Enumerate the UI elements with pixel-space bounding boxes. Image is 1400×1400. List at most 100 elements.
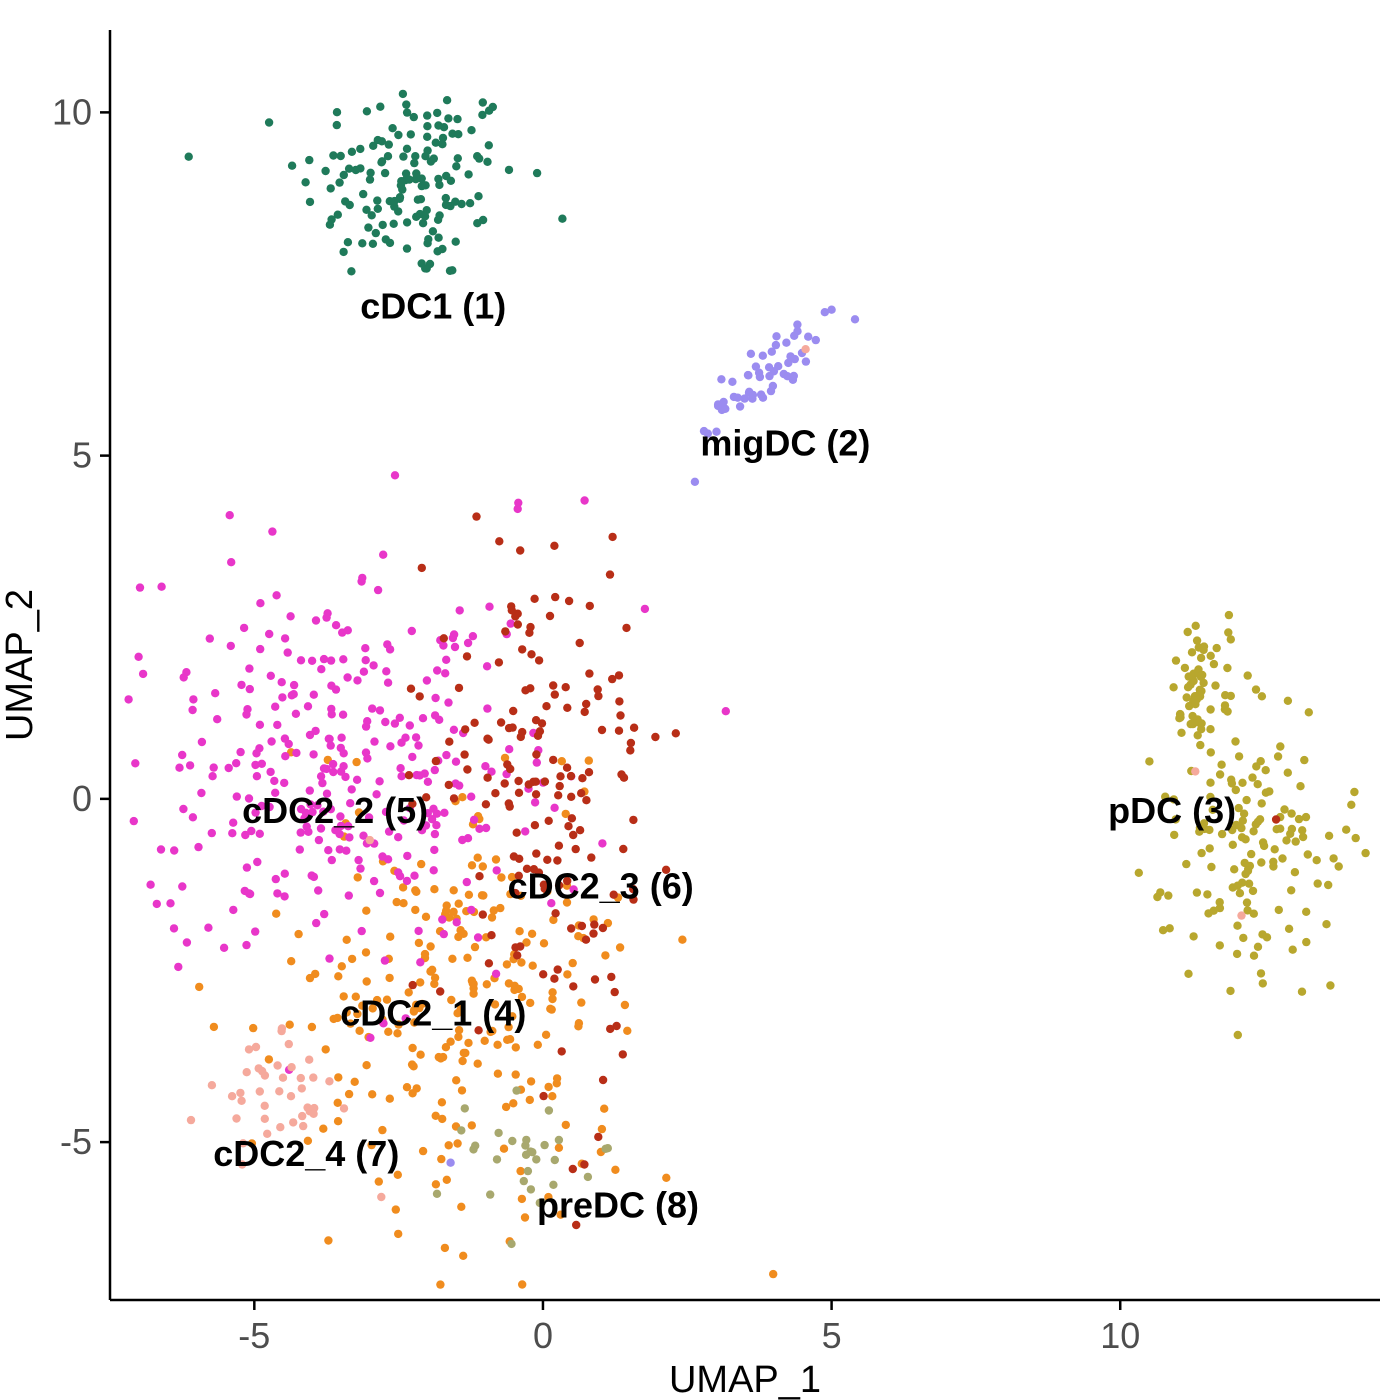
point-cluster-5 bbox=[641, 605, 649, 613]
point-cluster-4 bbox=[294, 930, 302, 938]
umap-scatter-chart: -50510-50510UMAP_1UMAP_2cDC1 (1)migDC (2… bbox=[0, 0, 1400, 1400]
point-cluster-4 bbox=[338, 962, 346, 970]
point-cluster-6 bbox=[539, 970, 547, 978]
point-cluster-3 bbox=[1169, 683, 1177, 691]
point-cluster-1 bbox=[452, 238, 460, 246]
point-cluster-4 bbox=[458, 1057, 466, 1065]
point-cluster-3 bbox=[1182, 860, 1190, 868]
point-cluster-2 bbox=[768, 348, 776, 356]
point-cluster-6 bbox=[515, 789, 523, 797]
point-cluster-6 bbox=[485, 959, 493, 967]
point-cluster-3 bbox=[1276, 742, 1284, 750]
point-cluster-4 bbox=[621, 1001, 629, 1009]
point-cluster-6 bbox=[479, 910, 487, 918]
point-cluster-4 bbox=[479, 891, 487, 899]
point-cluster-4 bbox=[516, 1167, 524, 1175]
point-cluster-3 bbox=[1216, 770, 1224, 778]
point-cluster-6 bbox=[463, 652, 471, 660]
point-cluster-6 bbox=[495, 658, 503, 666]
point-cluster-1 bbox=[358, 239, 366, 247]
point-cluster-5 bbox=[186, 761, 194, 769]
point-cluster-3 bbox=[1238, 879, 1246, 887]
point-cluster-7 bbox=[243, 1068, 251, 1076]
point-cluster-1 bbox=[423, 111, 431, 119]
point-cluster-5 bbox=[464, 639, 472, 647]
point-cluster-3 bbox=[1280, 805, 1288, 813]
point-cluster-2 bbox=[721, 405, 729, 413]
point-cluster-6 bbox=[572, 845, 580, 853]
point-cluster-4 bbox=[426, 942, 434, 950]
point-cluster-4 bbox=[348, 955, 356, 963]
point-cluster-1 bbox=[417, 195, 425, 203]
point-cluster-1 bbox=[301, 178, 309, 186]
point-cluster-7 bbox=[297, 1074, 305, 1082]
point-cluster-5 bbox=[157, 845, 165, 853]
point-cluster-6 bbox=[626, 746, 634, 754]
point-cluster-6 bbox=[611, 988, 619, 996]
point-cluster-5 bbox=[416, 958, 424, 966]
point-cluster-5 bbox=[375, 777, 383, 785]
point-cluster-6 bbox=[546, 612, 554, 620]
point-cluster-3 bbox=[1164, 891, 1172, 899]
point-cluster-3 bbox=[1197, 849, 1205, 857]
point-cluster-5 bbox=[280, 892, 288, 900]
cluster-label-6: cDC2_3 (6) bbox=[508, 865, 694, 906]
point-cluster-8 bbox=[493, 1155, 501, 1163]
point-extra bbox=[1237, 911, 1245, 919]
point-cluster-3 bbox=[1278, 854, 1286, 862]
point-cluster-5 bbox=[325, 954, 333, 962]
point-cluster-4 bbox=[542, 1031, 550, 1039]
point-cluster-3 bbox=[1274, 752, 1282, 760]
point-cluster-6 bbox=[527, 650, 535, 658]
point-cluster-1 bbox=[374, 205, 382, 213]
point-cluster-1 bbox=[329, 151, 337, 159]
point-cluster-7 bbox=[289, 1118, 297, 1126]
point-cluster-5 bbox=[280, 779, 288, 787]
point-cluster-3 bbox=[1285, 925, 1293, 933]
point-cluster-5 bbox=[408, 627, 416, 635]
point-cluster-6 bbox=[594, 692, 602, 700]
point-cluster-5 bbox=[419, 714, 427, 722]
point-cluster-4 bbox=[403, 1083, 411, 1091]
point-cluster-4 bbox=[600, 1105, 608, 1113]
point-cluster-5 bbox=[124, 695, 132, 703]
point-cluster-5 bbox=[342, 847, 350, 855]
point-cluster-1 bbox=[466, 199, 474, 207]
x-tick-label: 0 bbox=[533, 1315, 553, 1356]
point-cluster-5 bbox=[292, 749, 300, 757]
point-cluster-5 bbox=[243, 863, 251, 871]
point-cluster-5 bbox=[308, 657, 316, 665]
point-cluster-3 bbox=[1326, 981, 1334, 989]
point-cluster-5 bbox=[288, 691, 296, 699]
point-cluster-3 bbox=[1302, 938, 1310, 946]
point-cluster-2 bbox=[765, 363, 773, 371]
point-cluster-1 bbox=[423, 133, 431, 141]
point-cluster-4 bbox=[678, 936, 686, 944]
point-cluster-5 bbox=[292, 710, 300, 718]
point-cluster-1 bbox=[403, 145, 411, 153]
point-cluster-5 bbox=[242, 941, 250, 949]
point-cluster-5 bbox=[391, 719, 399, 727]
point-cluster-1 bbox=[333, 121, 341, 129]
point-cluster-4 bbox=[458, 793, 466, 801]
point-cluster-5 bbox=[369, 661, 377, 669]
point-cluster-7 bbox=[275, 1087, 283, 1095]
point-cluster-6 bbox=[589, 929, 597, 937]
point-cluster-1 bbox=[394, 131, 402, 139]
point-cluster-5 bbox=[130, 817, 138, 825]
point-cluster-3 bbox=[1195, 718, 1203, 726]
point-cluster-5 bbox=[370, 737, 378, 745]
point-cluster-5 bbox=[353, 776, 361, 784]
point-cluster-5 bbox=[458, 836, 466, 844]
point-cluster-5 bbox=[452, 758, 460, 766]
point-cluster-6 bbox=[506, 802, 514, 810]
point-cluster-3 bbox=[1254, 943, 1262, 951]
point-cluster-6 bbox=[586, 602, 594, 610]
point-cluster-1 bbox=[373, 196, 381, 204]
point-cluster-4 bbox=[474, 854, 482, 862]
point-cluster-1 bbox=[369, 240, 377, 248]
point-cluster-5 bbox=[226, 511, 234, 519]
point-cluster-4 bbox=[417, 860, 425, 868]
point-cluster-5 bbox=[433, 666, 441, 674]
point-cluster-3 bbox=[1244, 671, 1252, 679]
